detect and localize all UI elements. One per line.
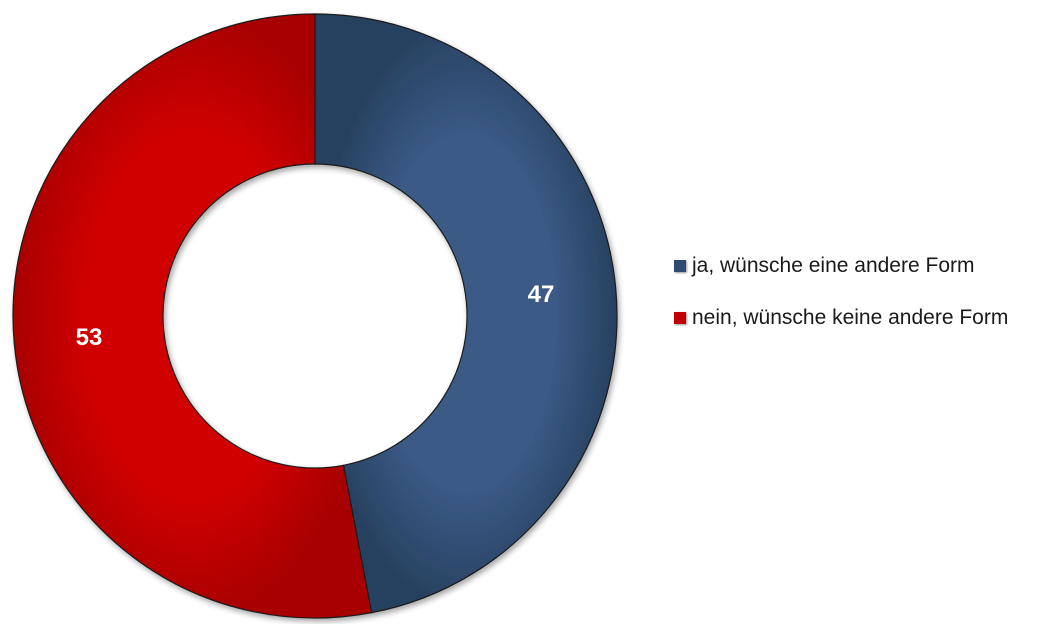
chart-legend: ja, wünsche eine andere Form nein, wünsc… [674, 252, 1044, 356]
legend-label-nein: nein, wünsche keine andere Form [692, 306, 1009, 329]
legend-label-ja: ja, wünsche eine andere Form [692, 254, 975, 277]
data-label-nein: 53 [76, 324, 103, 351]
donut-chart: 47 53 [12, 13, 618, 619]
donut-slice-ja [314, 13, 618, 614]
data-label-ja: 47 [528, 281, 555, 308]
legend-swatch-ja [674, 260, 686, 272]
donut-chart-svg: 47 53 [12, 13, 618, 619]
donut-data-labels: 47 53 [76, 281, 555, 351]
donut-slices [12, 13, 618, 619]
legend-swatch-nein [674, 312, 686, 324]
legend-item-ja: ja, wünsche eine andere Form [674, 252, 1044, 280]
legend-item-nein: nein, wünsche keine andere Form [674, 304, 1044, 332]
donut-slice-nein [12, 13, 373, 619]
